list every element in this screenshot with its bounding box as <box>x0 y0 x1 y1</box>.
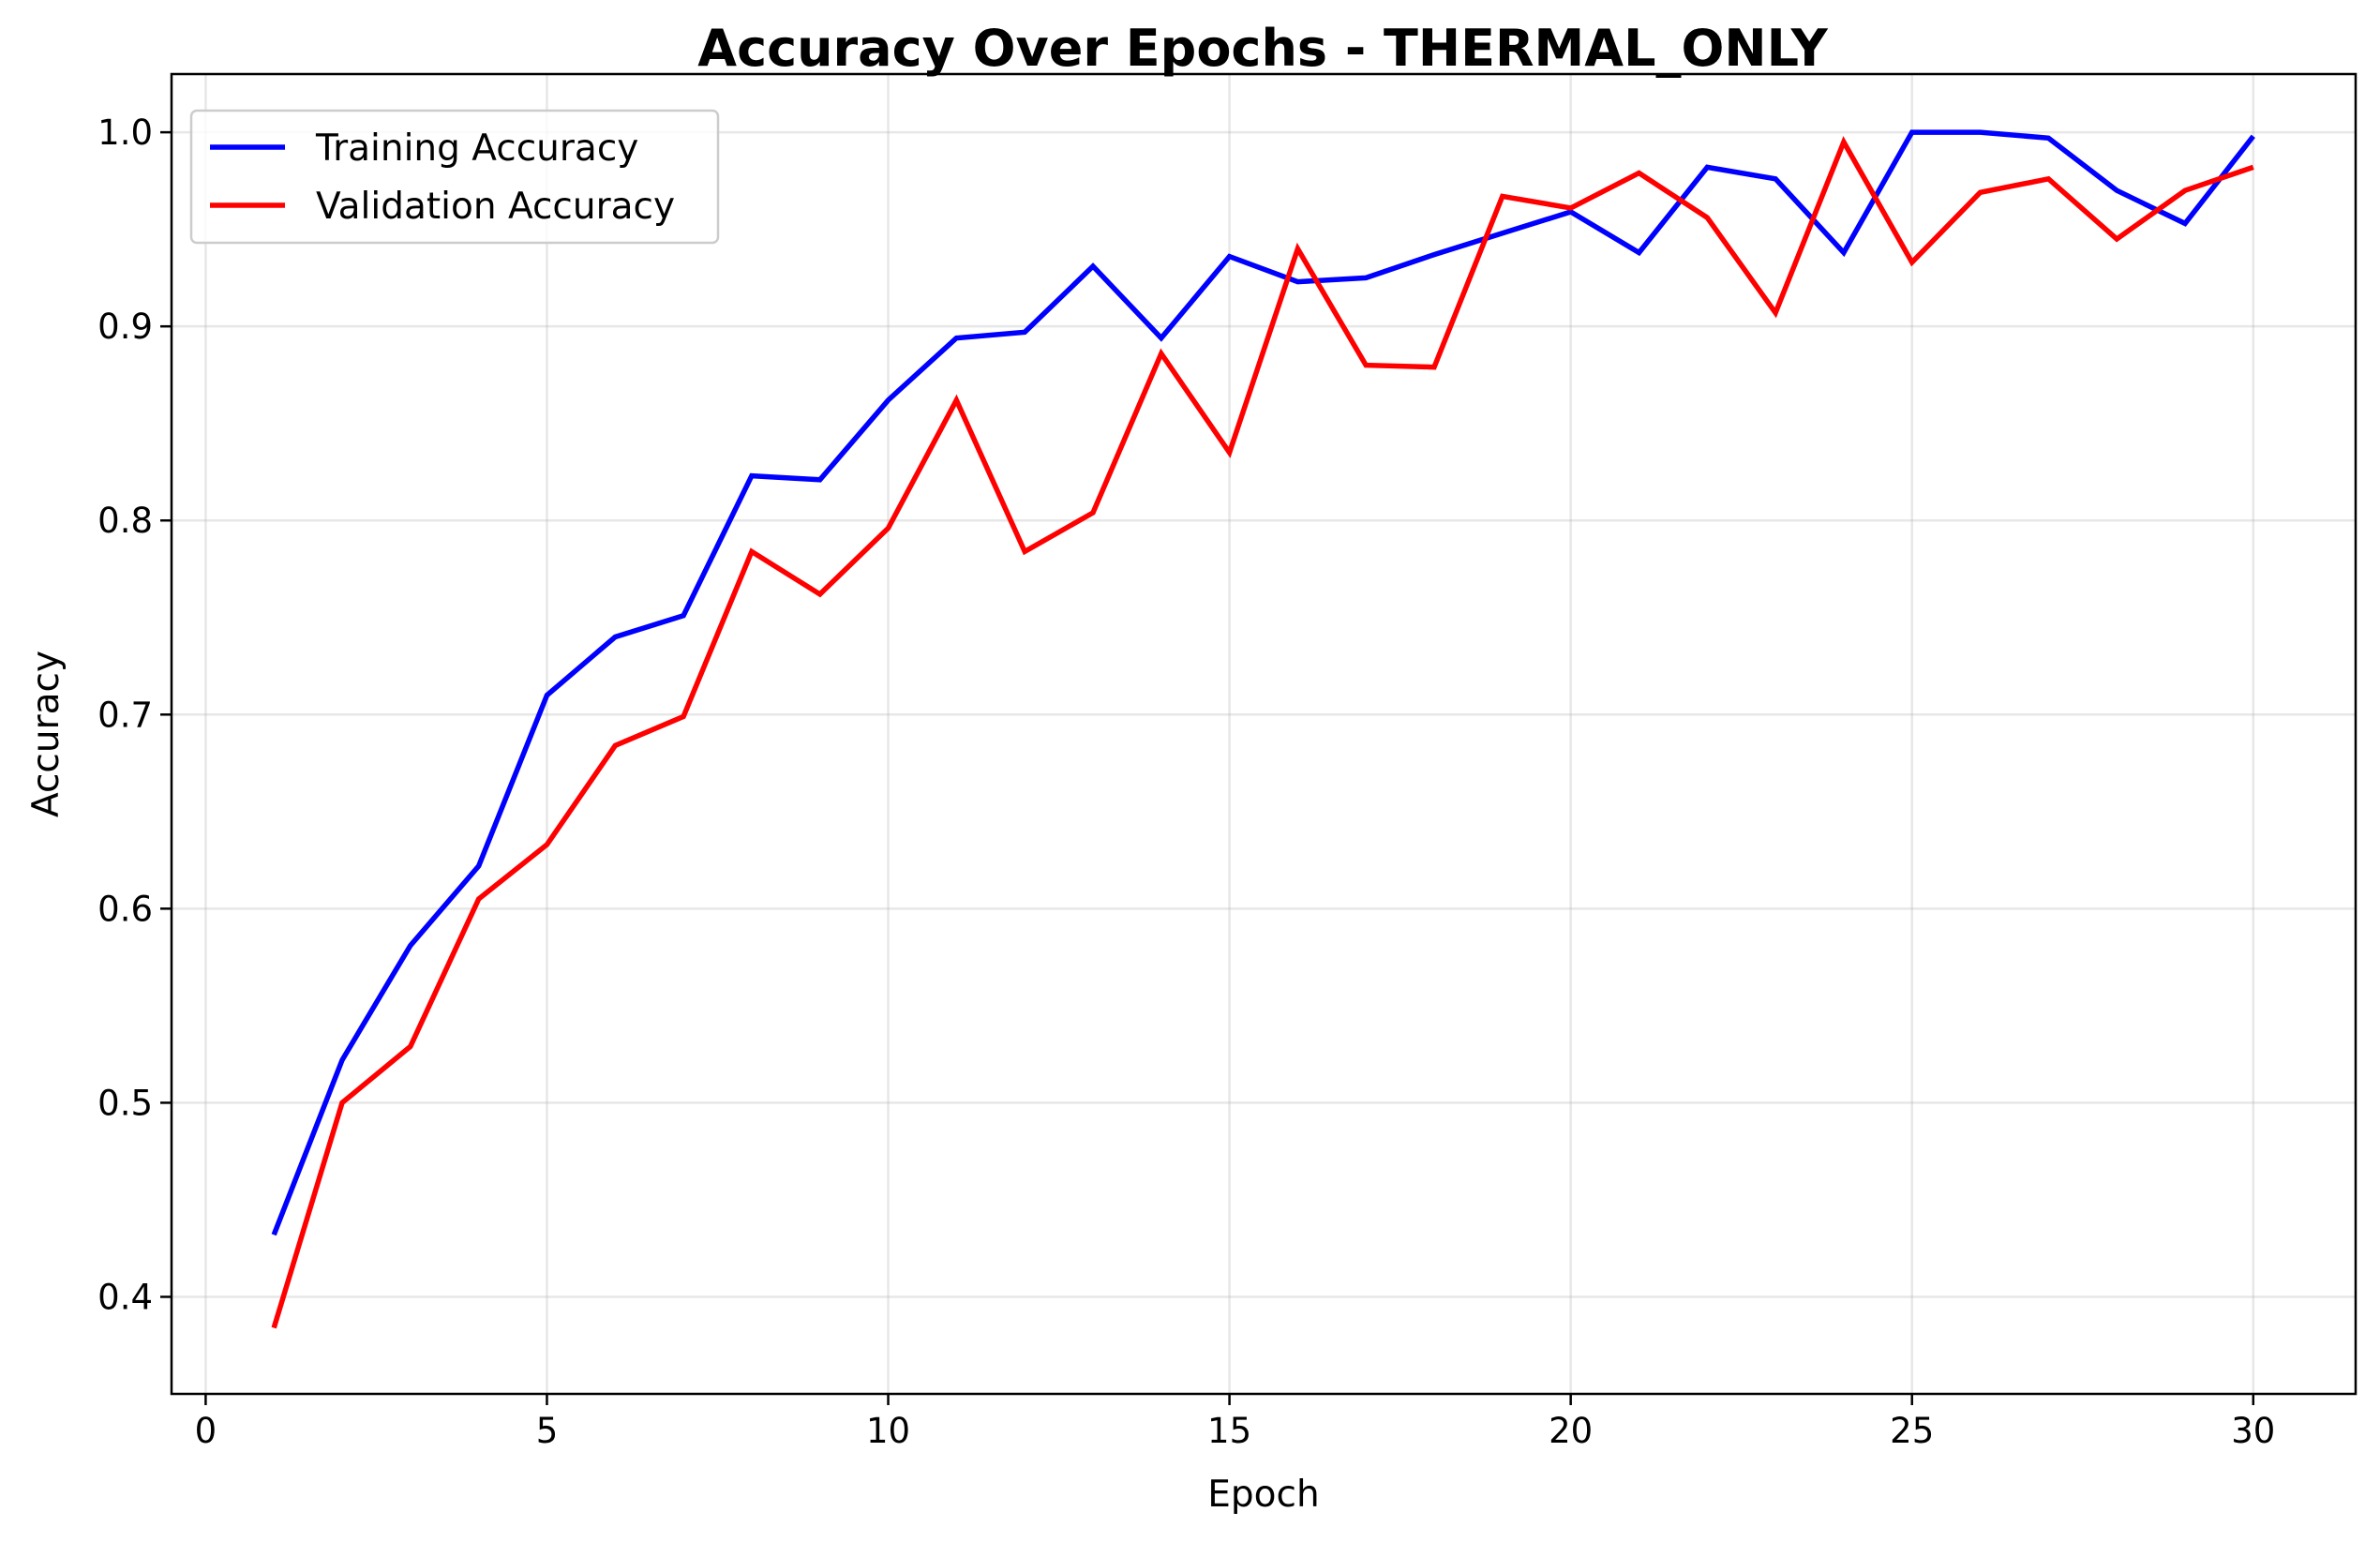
legend-frame <box>189 109 720 245</box>
x-tick-label: 30 <box>2231 1411 2275 1451</box>
y-tick-label: 0.6 <box>97 889 153 929</box>
x-tick-label: 10 <box>866 1411 910 1451</box>
y-axis-label: Accuracy <box>25 651 67 817</box>
x-tick-label: 25 <box>1890 1411 1934 1451</box>
plot-area-frame <box>170 72 2358 1396</box>
y-tick-label: 0.9 <box>97 307 153 347</box>
x-tick-label: 20 <box>1549 1411 1593 1451</box>
x-tick-label: 0 <box>195 1411 217 1451</box>
legend-label-validation-accuracy: Validation Accuracy <box>316 186 675 228</box>
series-line-training-accuracy <box>271 129 2255 1236</box>
y-tick-label: 0.5 <box>97 1083 153 1123</box>
axis-ticks: 0 5 10 15 20 25 30 0.4 0.5 0.6 0.7 0.8 0.9 1.0 <box>97 112 2275 1451</box>
y-tick-label: 0.7 <box>97 695 153 735</box>
grid-lines <box>172 74 2356 1394</box>
y-tick-label: 0.4 <box>97 1277 153 1317</box>
chart-title: Accuracy Over Epochs - THERMAL_ONLY <box>697 19 1828 78</box>
series-line-validation-accuracy <box>271 136 2254 1329</box>
legend: Training Accuracy Validation Accuracy <box>189 109 720 245</box>
y-tick-label: 0.8 <box>97 501 153 541</box>
x-tick-label: 15 <box>1207 1411 1251 1451</box>
x-tick-label: 5 <box>536 1411 559 1451</box>
series-lines <box>271 129 2255 1329</box>
legend-label-training-accuracy: Training Accuracy <box>315 127 638 170</box>
y-tick-label: 1.0 <box>97 112 153 153</box>
x-axis-label: Epoch <box>1207 1474 1319 1516</box>
